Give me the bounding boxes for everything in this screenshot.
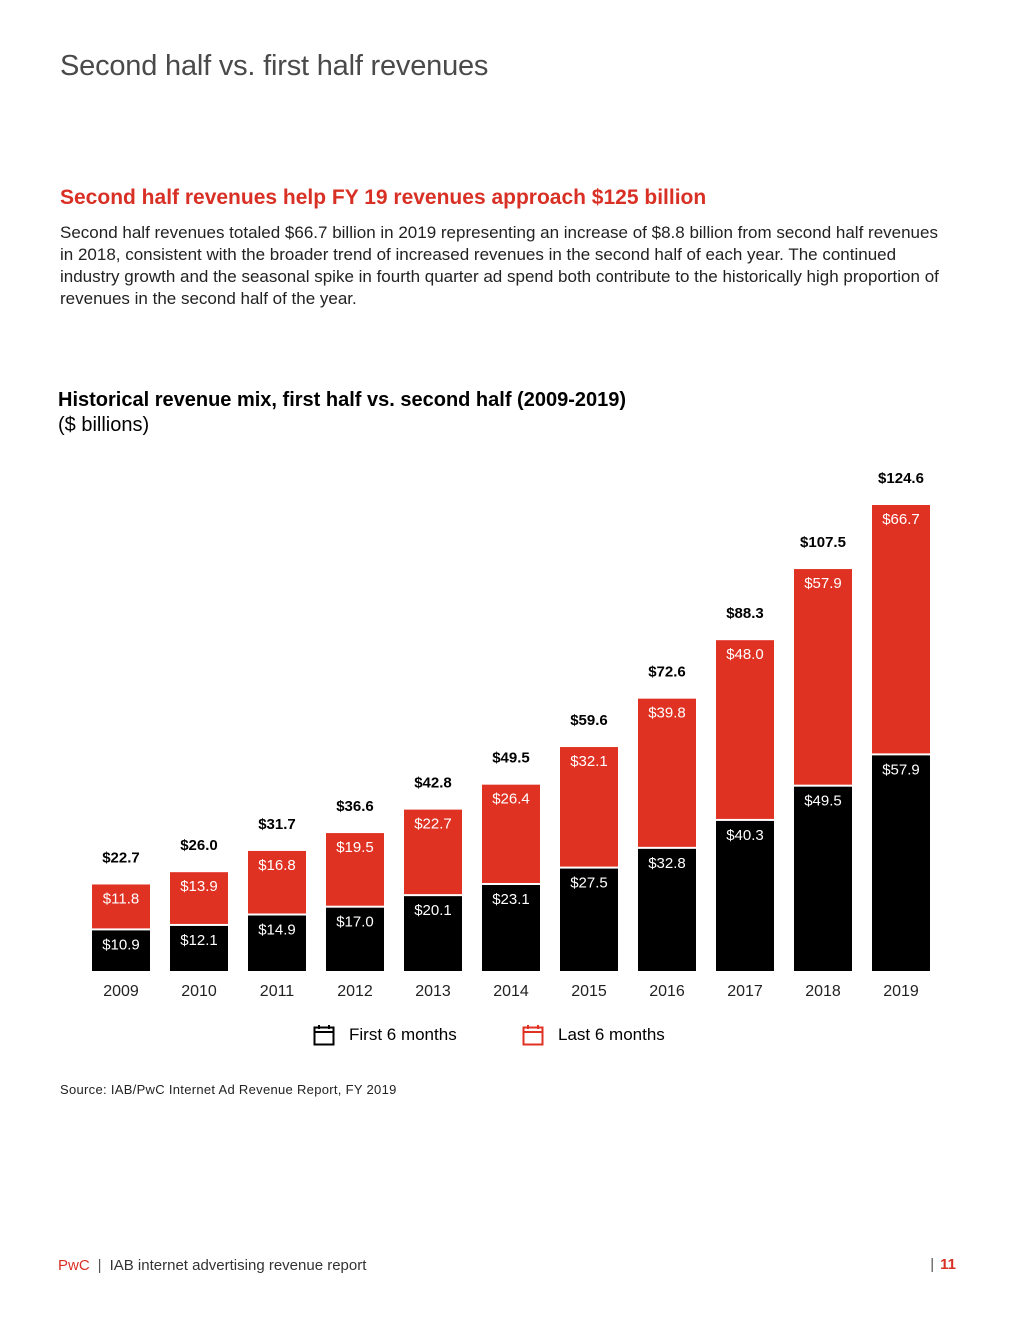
bar-first-half-2013	[404, 896, 462, 971]
data-label-total-2019: $124.6	[878, 470, 924, 487]
chart-title: Historical revenue mix, first half vs. s…	[58, 389, 627, 411]
x-tick-label-2014: 2014	[493, 983, 529, 1000]
x-tick-label-2016: 2016	[649, 983, 685, 1000]
data-label-second-half-2011: $16.8	[258, 857, 296, 874]
bar-first-half-2018	[794, 786, 852, 971]
footer-brand: PwC	[58, 1257, 90, 1274]
bar-second-half-2018	[794, 569, 852, 785]
data-label-total-2017: $88.3	[726, 605, 764, 622]
bar-first-half-2016	[638, 848, 696, 971]
data-label-first-half-2011: $14.9	[258, 922, 296, 939]
page-number-value: 11	[940, 1256, 956, 1273]
data-label-second-half-2015: $32.1	[570, 753, 608, 770]
data-label-total-2009: $22.7	[102, 849, 140, 866]
calendar-icon	[522, 1025, 544, 1046]
bar-second-half-2009	[92, 884, 150, 929]
footer: PwC | IAB internet advertising revenue r…	[58, 1257, 366, 1274]
data-label-first-half-2016: $32.8	[648, 855, 686, 872]
x-tick-label-2017: 2017	[727, 983, 763, 1000]
x-tick-label-2015: 2015	[571, 983, 607, 1000]
data-label-total-2014: $49.5	[492, 750, 530, 767]
page-number-separator: |	[930, 1256, 935, 1273]
x-tick-label-2012: 2012	[337, 983, 373, 1000]
footer-separator: |	[97, 1257, 102, 1274]
data-label-first-half-2009: $10.9	[102, 936, 140, 953]
data-label-total-2018: $107.5	[800, 534, 846, 551]
bar-first-half-2011	[248, 915, 306, 971]
data-label-first-half-2017: $40.3	[726, 827, 764, 844]
bar-second-half-2017	[716, 640, 774, 819]
data-label-second-half-2013: $22.7	[414, 816, 452, 833]
x-tick-label-2018: 2018	[805, 983, 841, 1000]
page-number: | 11	[930, 1256, 956, 1273]
bar-first-half-2017	[716, 820, 774, 971]
bar-second-half-2019	[872, 505, 930, 754]
data-label-second-half-2016: $39.8	[648, 705, 686, 722]
data-label-second-half-2018: $57.9	[804, 575, 842, 592]
legend-label-first-half: First 6 months	[349, 1025, 457, 1044]
data-label-first-half-2015: $27.5	[570, 875, 608, 892]
x-tick-label-2011: 2011	[260, 983, 295, 1000]
bar-first-half-2012	[326, 907, 384, 971]
data-label-second-half-2017: $48.0	[726, 646, 764, 663]
legend-item-first-half: First 6 months	[313, 1024, 457, 1046]
bar-second-half-2010	[170, 872, 228, 924]
data-label-first-half-2014: $23.1	[492, 891, 530, 908]
legend-item-second-half: Last 6 months	[522, 1024, 665, 1046]
bar-second-half-2012	[326, 833, 384, 906]
source-note: Source: IAB/PwC Internet Ad Revenue Repo…	[60, 1082, 397, 1097]
data-label-first-half-2013: $20.1	[414, 902, 452, 919]
data-label-total-2013: $42.8	[414, 775, 452, 792]
bar-second-half-2011	[248, 850, 306, 914]
data-label-first-half-2018: $49.5	[804, 793, 842, 810]
x-tick-label-2013: 2013	[415, 983, 451, 1000]
data-label-first-half-2019: $57.9	[882, 761, 920, 778]
data-label-total-2016: $72.6	[648, 664, 686, 681]
page-title: Second half vs. first half revenues	[60, 50, 489, 82]
section-heading: Second half revenues help FY 19 revenues…	[60, 186, 707, 209]
bar-first-half-2019	[872, 755, 930, 971]
body-paragraph: Second half revenues totaled $66.7 billi…	[60, 223, 939, 308]
calendar-icon	[313, 1025, 335, 1046]
x-tick-label-2009: 2009	[103, 983, 139, 1000]
bar-second-half-2013	[404, 809, 462, 895]
data-label-first-half-2012: $17.0	[336, 914, 374, 931]
data-label-second-half-2019: $66.7	[882, 511, 920, 528]
bar-first-half-2014	[482, 884, 540, 971]
footer-report-name: IAB internet advertising revenue report	[109, 1257, 367, 1274]
x-tick-label-2010: 2010	[181, 983, 217, 1000]
bar-second-half-2015	[560, 747, 618, 867]
data-label-second-half-2012: $19.5	[336, 839, 374, 856]
data-label-total-2010: $26.0	[180, 837, 218, 854]
data-label-total-2011: $31.7	[258, 816, 296, 833]
bar-first-half-2010	[170, 925, 228, 971]
bar-first-half-2009	[92, 930, 150, 971]
bar-second-half-2016	[638, 698, 696, 847]
chart-subtitle: ($ billions)	[58, 414, 150, 436]
data-label-second-half-2010: $13.9	[180, 878, 218, 895]
legend-label-second-half: Last 6 months	[558, 1025, 665, 1044]
data-label-total-2012: $36.6	[336, 798, 374, 815]
x-tick-label-2019: 2019	[883, 983, 919, 1000]
data-label-second-half-2014: $26.4	[492, 791, 530, 808]
data-label-second-half-2009: $11.8	[103, 890, 139, 907]
data-label-total-2015: $59.6	[570, 712, 608, 729]
bar-first-half-2015	[560, 868, 618, 971]
bar-second-half-2014	[482, 784, 540, 883]
data-label-first-half-2010: $12.1	[180, 932, 218, 949]
